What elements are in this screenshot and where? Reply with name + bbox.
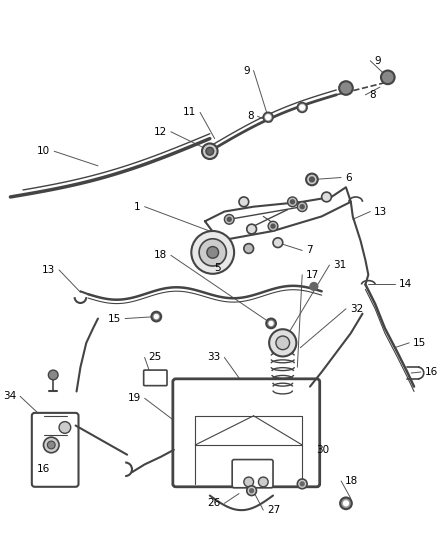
Circle shape — [269, 329, 297, 357]
Circle shape — [199, 239, 226, 266]
Text: 19: 19 — [127, 393, 141, 403]
Circle shape — [310, 282, 318, 290]
Circle shape — [266, 115, 271, 119]
Text: 13: 13 — [42, 265, 55, 275]
Circle shape — [258, 477, 268, 487]
Text: 7: 7 — [306, 246, 313, 255]
Circle shape — [152, 312, 161, 321]
Text: 16: 16 — [37, 464, 50, 474]
Text: 26: 26 — [207, 498, 220, 508]
Circle shape — [297, 479, 307, 489]
Text: 31: 31 — [333, 260, 346, 270]
Circle shape — [310, 177, 314, 182]
Text: 34: 34 — [3, 391, 16, 401]
Circle shape — [250, 489, 254, 492]
Circle shape — [306, 174, 318, 185]
Text: 17: 17 — [306, 270, 319, 280]
Circle shape — [321, 192, 332, 202]
Circle shape — [300, 205, 304, 208]
Circle shape — [227, 217, 231, 221]
Text: 18: 18 — [345, 476, 358, 486]
FancyBboxPatch shape — [232, 459, 273, 488]
Circle shape — [381, 70, 395, 84]
Text: 12: 12 — [154, 127, 167, 137]
Circle shape — [339, 81, 353, 95]
Circle shape — [43, 437, 59, 453]
Text: 30: 30 — [316, 445, 329, 455]
Text: 15: 15 — [413, 338, 426, 348]
Circle shape — [288, 197, 297, 207]
Text: 6: 6 — [345, 173, 352, 182]
Circle shape — [266, 319, 276, 328]
Text: 1: 1 — [134, 201, 141, 212]
Text: 13: 13 — [374, 207, 388, 216]
Circle shape — [297, 103, 307, 112]
Circle shape — [48, 370, 58, 380]
Circle shape — [276, 336, 290, 350]
Circle shape — [206, 147, 214, 155]
Text: 10: 10 — [37, 146, 50, 156]
FancyBboxPatch shape — [144, 370, 167, 386]
Text: 14: 14 — [399, 279, 412, 289]
Circle shape — [239, 197, 249, 207]
Circle shape — [300, 482, 304, 486]
Text: 8: 8 — [369, 90, 376, 100]
Text: 9: 9 — [243, 66, 250, 76]
Circle shape — [290, 200, 294, 204]
Circle shape — [268, 221, 278, 231]
Text: 32: 32 — [350, 304, 363, 314]
Text: 11: 11 — [183, 107, 196, 117]
Text: 33: 33 — [207, 352, 220, 362]
Text: 8: 8 — [247, 111, 254, 121]
Circle shape — [244, 477, 254, 487]
Circle shape — [271, 224, 275, 228]
Circle shape — [191, 231, 234, 274]
Circle shape — [59, 422, 71, 433]
Circle shape — [247, 486, 257, 496]
Circle shape — [224, 214, 234, 224]
Text: 9: 9 — [374, 56, 381, 66]
Circle shape — [244, 244, 254, 253]
Circle shape — [300, 105, 305, 110]
Text: 5: 5 — [214, 263, 220, 273]
Circle shape — [269, 321, 273, 325]
Circle shape — [207, 247, 219, 258]
Text: 25: 25 — [148, 352, 162, 362]
Text: 27: 27 — [267, 505, 280, 515]
FancyBboxPatch shape — [32, 413, 78, 487]
Text: 15: 15 — [108, 313, 121, 324]
Circle shape — [343, 501, 348, 506]
Circle shape — [202, 143, 218, 159]
Text: 18: 18 — [154, 251, 167, 260]
Circle shape — [154, 314, 158, 319]
Circle shape — [247, 224, 257, 234]
Circle shape — [47, 441, 55, 449]
Circle shape — [273, 238, 283, 247]
FancyBboxPatch shape — [173, 379, 320, 487]
Text: 16: 16 — [425, 367, 438, 377]
Circle shape — [297, 202, 307, 212]
Circle shape — [340, 497, 352, 509]
Circle shape — [263, 112, 273, 122]
